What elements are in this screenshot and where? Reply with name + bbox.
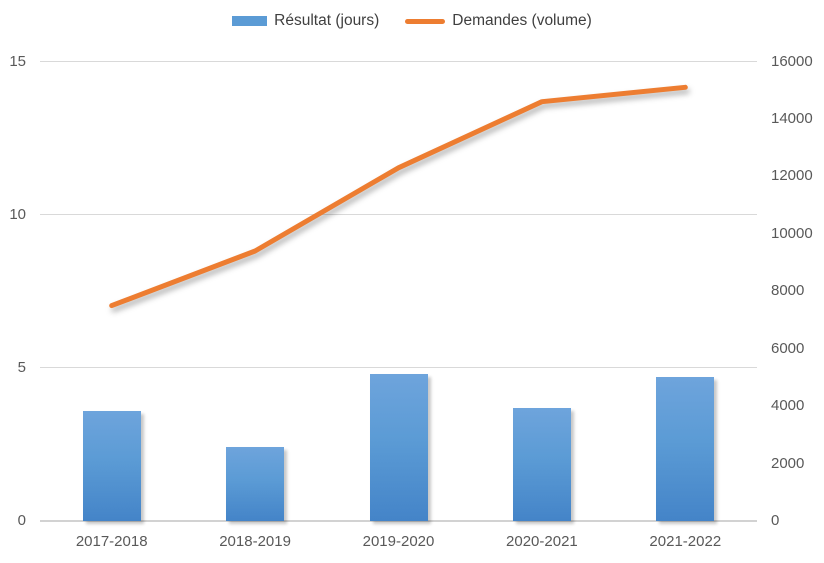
gridline — [40, 367, 757, 369]
right-axis-tick-label: 2000 — [771, 454, 805, 472]
left-axis-tick-label: 15 — [9, 52, 26, 70]
bar-2021-2022[interactable] — [656, 377, 715, 521]
legend: Résultat (jours) Demandes (volume) — [0, 12, 824, 30]
right-axis-tick-label: 0 — [771, 512, 780, 529]
category-label: 2019-2020 — [362, 533, 435, 550]
left-axis-tick-label: 10 — [9, 205, 26, 223]
line-series-swatch-icon — [405, 18, 446, 24]
gridline — [40, 214, 757, 216]
legend-item-demandes[interactable]: Demandes (volume) — [405, 12, 592, 30]
bar-series-swatch-icon — [232, 16, 268, 26]
right-axis-tick-label: 6000 — [771, 339, 805, 357]
right-axis-tick-label: 14000 — [771, 109, 813, 127]
category-label: 2021-2022 — [649, 533, 722, 550]
legend-label-demandes: Demandes (volume) — [452, 12, 592, 29]
gridline — [40, 61, 757, 62]
left-axis-tick-label: 0 — [17, 512, 26, 529]
right-axis-tick-label: 16000 — [771, 52, 813, 70]
legend-item-resultat[interactable]: Résultat (jours) — [232, 12, 379, 30]
category-label: 2020-2021 — [506, 533, 578, 550]
x-axis-line — [40, 520, 757, 522]
bar-2020-2021[interactable] — [512, 407, 571, 521]
category-label: 2017-2018 — [75, 533, 148, 550]
legend-label-resultat: Résultat (jours) — [274, 12, 380, 29]
left-axis-tick-label: 5 — [17, 358, 26, 376]
right-axis-tick-label: 8000 — [771, 282, 805, 300]
right-axis-tick-label: 12000 — [771, 167, 813, 185]
bar-2019-2020[interactable] — [369, 373, 428, 521]
demandes-line[interactable] — [109, 84, 688, 309]
bar-2018-2019[interactable] — [226, 447, 285, 521]
bar-2017-2018[interactable] — [82, 410, 141, 521]
category-label: 2018-2019 — [219, 533, 291, 550]
right-axis-tick-label: 4000 — [771, 397, 805, 415]
right-axis-tick-label: 10000 — [771, 224, 813, 242]
